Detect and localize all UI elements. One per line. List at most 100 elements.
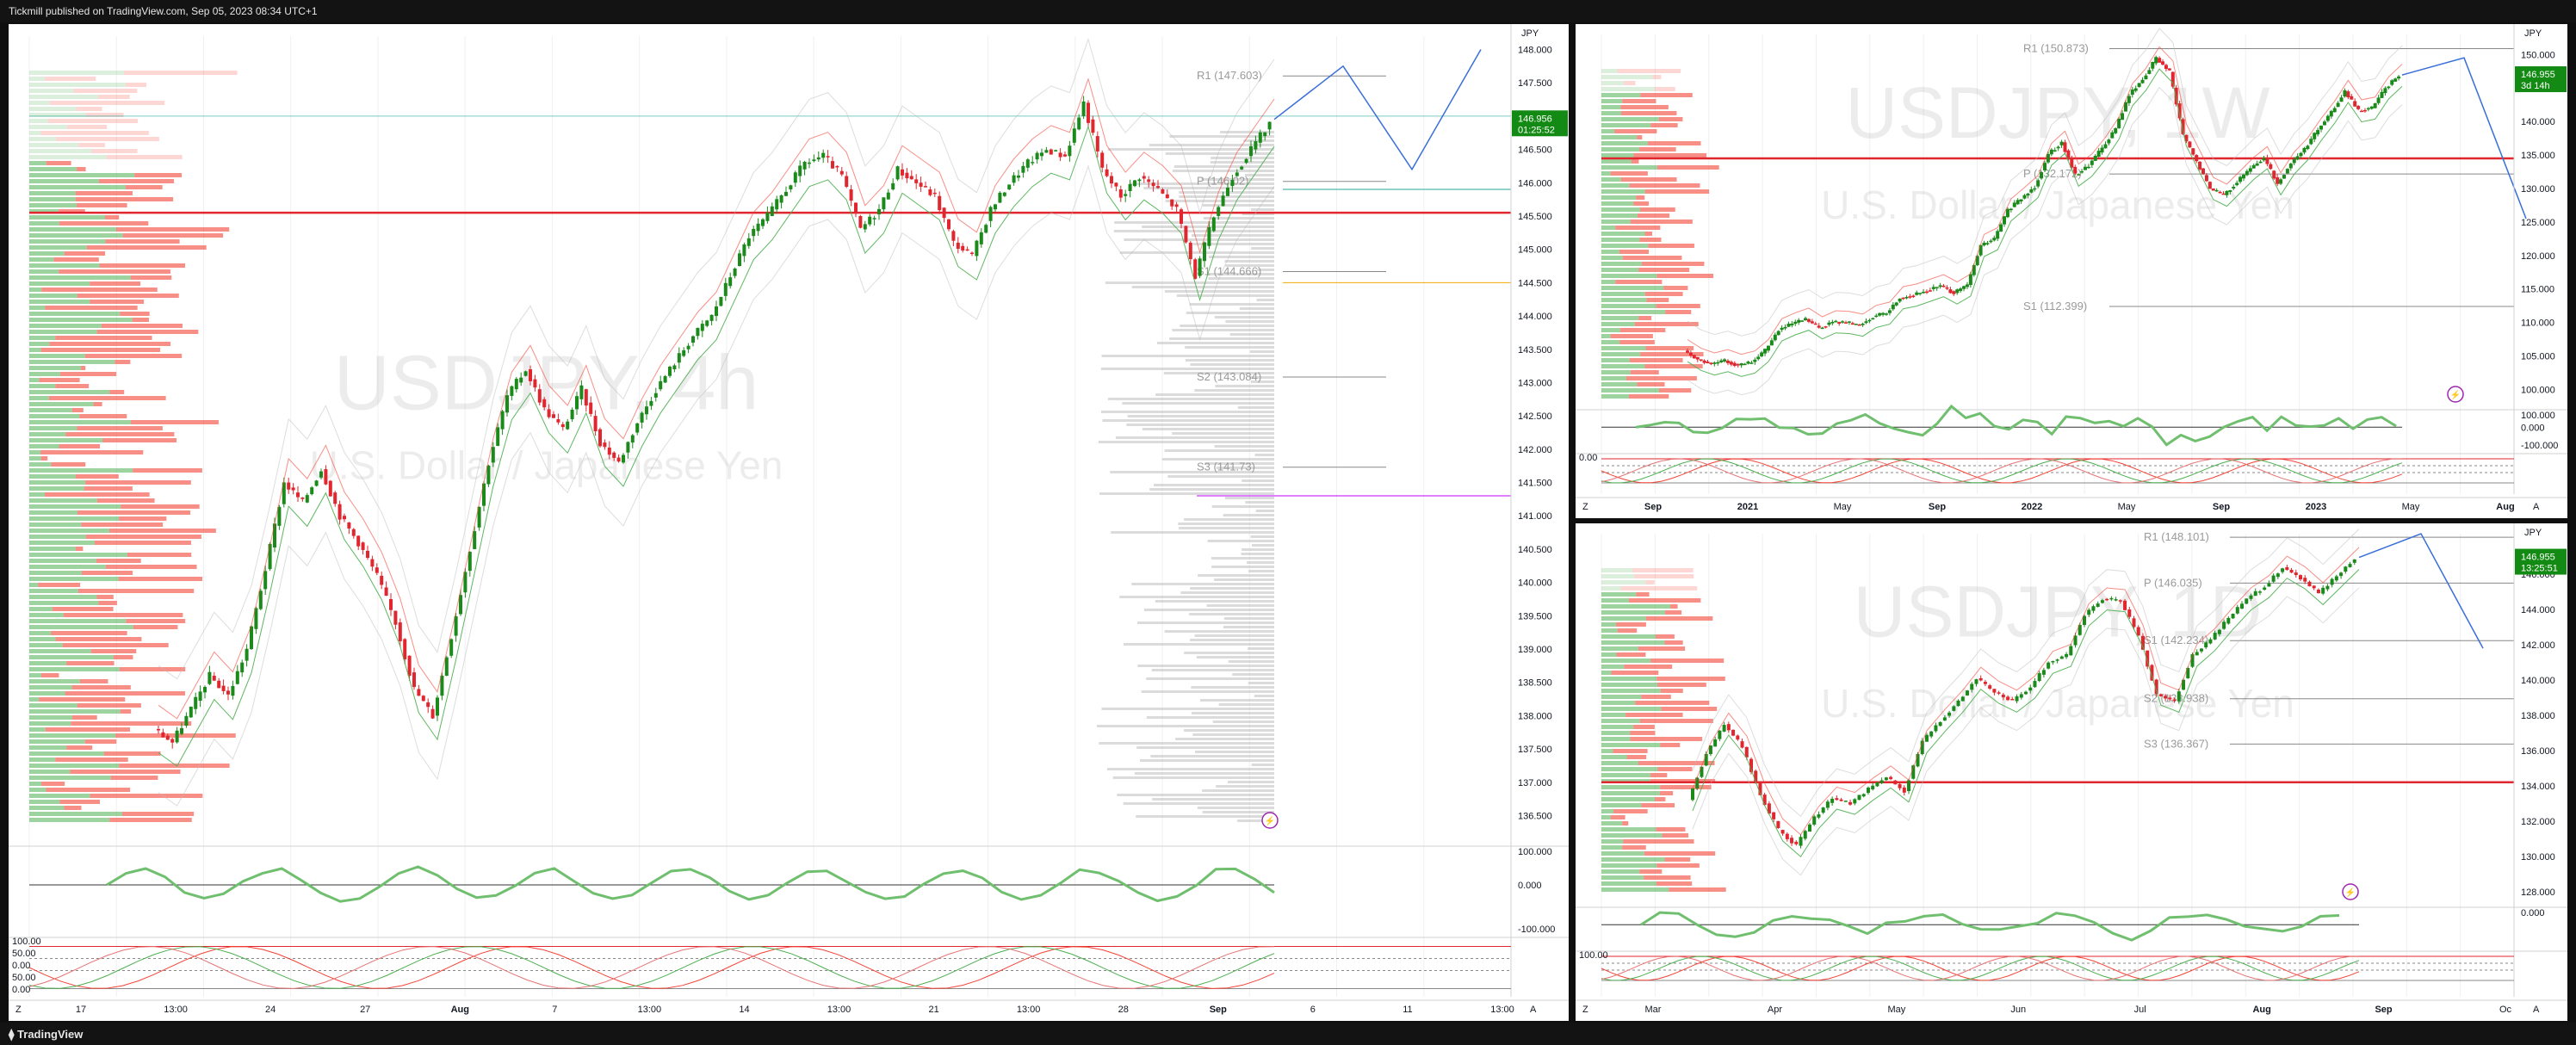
candle-body (314, 480, 319, 486)
candle-body (1740, 741, 1744, 748)
candle-body (1161, 189, 1165, 194)
session-profile-bar (1192, 234, 1274, 237)
footer-brand: TradingView (17, 1028, 84, 1041)
candle-body (375, 567, 379, 573)
candle-body (1891, 304, 1895, 310)
candle-body (965, 249, 969, 251)
profile-bar-red (51, 631, 127, 635)
profile-bar-red (119, 516, 167, 521)
session-profile-bar (1219, 131, 1274, 133)
candle-body (649, 400, 653, 406)
candle-body (296, 492, 300, 498)
profile-bar-red (122, 233, 224, 238)
profile-bar-green (29, 649, 91, 653)
indicator-line (158, 77, 1275, 720)
profile-bar-green (29, 191, 76, 195)
candle-body (1746, 362, 1750, 364)
session-profile-bar (1209, 256, 1274, 258)
profile-bar-red (1663, 286, 1688, 290)
time-tick: 13:00 (1490, 1005, 1514, 1015)
profile-bar-red (120, 312, 150, 316)
chart-svg: USDJPY, 1D U.S. Dollar / Japanese Yen R1 (… (1576, 523, 2567, 1015)
candle-body (454, 615, 458, 636)
profile-bar-red (93, 402, 102, 406)
profile-bar-green (1601, 298, 1647, 302)
candle-body (1884, 313, 1888, 315)
candle-body (808, 162, 811, 164)
candle-body (1749, 758, 1753, 772)
candle-body (2356, 106, 2361, 109)
session-profile-bar (1242, 548, 1274, 551)
candle-body (812, 159, 816, 162)
chart-pane-1w[interactable]: USDJPY, 1W U.S. Dollar / Japanese Yen R1 (… (1576, 24, 2567, 518)
candle-body (2348, 564, 2352, 567)
candle-body (1211, 217, 1216, 232)
profile-bar-red (56, 137, 159, 141)
profile-bar-red (1632, 568, 1694, 572)
profile-bar-green (1601, 123, 1651, 127)
candle-body (849, 189, 853, 201)
profile-bar-green (29, 336, 56, 340)
candle-body (2204, 175, 2208, 182)
chart-pane-1d[interactable]: USDJPY, 1D U.S. Dollar / Japanese Yen R1 (… (1576, 523, 2567, 1021)
candle-body (1100, 152, 1105, 168)
profile-bar-green (29, 101, 50, 105)
tradingview-logo-icon[interactable]: ⧫ TradingView (9, 1028, 84, 1041)
candle-body (2158, 694, 2163, 696)
candle-body (1931, 287, 1935, 289)
candle-body (1713, 739, 1718, 747)
candle-body (2201, 168, 2206, 175)
candle-body (1893, 780, 1898, 785)
profile-bar-red (46, 788, 131, 792)
candle-body (184, 715, 189, 727)
stoch-line (1601, 955, 2360, 981)
profile-bar-green (29, 348, 41, 352)
session-profile-bar (1249, 350, 1274, 353)
profile-bar-green (29, 167, 77, 171)
profile-bar-red (77, 294, 179, 298)
profile-bar-green (29, 107, 77, 111)
profile-bar-red (91, 149, 138, 153)
candle-body (789, 185, 793, 190)
candle-body (510, 386, 514, 396)
profile-bar-green (29, 402, 94, 406)
profile-bar-green (1601, 165, 1657, 170)
candle-body (2299, 575, 2303, 580)
profile-bar-red (1616, 622, 1646, 627)
candle-body (2316, 590, 2320, 594)
candle-body (979, 232, 983, 244)
candle-body (2225, 190, 2229, 195)
oscillator-line (1640, 911, 2340, 942)
candle-body (1821, 807, 1825, 813)
session-profile-bar (1173, 165, 1274, 168)
lightning-icon (1261, 812, 1279, 829)
profile-bar-red (1644, 189, 1710, 194)
profile-bar-red (1619, 340, 1655, 344)
candle-body (1773, 334, 1777, 341)
candle-body (700, 324, 704, 331)
candle-body (1812, 816, 1817, 825)
session-profile-bar (1211, 566, 1274, 568)
candle-body (1700, 766, 1704, 777)
profile-bar-green (29, 209, 59, 213)
profile-bar-green (29, 764, 120, 768)
profile-bar-red (1652, 75, 1662, 79)
profile-bar-green (29, 703, 77, 708)
candle-body (1861, 324, 1865, 325)
candle-body (1142, 176, 1146, 179)
candle-body (463, 572, 468, 593)
pivot-label: S3 (141.73) (1197, 461, 1255, 473)
session-profile-bar (1149, 144, 1274, 146)
candle-body (2059, 141, 2064, 145)
candle-body (1850, 323, 1855, 325)
profile-bar-green (1601, 731, 1631, 735)
zoom-button: Z (1582, 502, 1588, 512)
candle-body (854, 202, 858, 213)
chart-pane-4h[interactable]: USDJPY, 4h U.S. Dollar / Japanese Yen R1 (… (9, 24, 1569, 1021)
candle-body (1753, 359, 1757, 362)
price-tick: 146.500 (1518, 145, 1552, 156)
session-profile-bar (1248, 647, 1274, 650)
profile-bar-green (29, 179, 99, 183)
candle-body (2040, 172, 2044, 179)
time-tick: Aug (2252, 1005, 2270, 1015)
